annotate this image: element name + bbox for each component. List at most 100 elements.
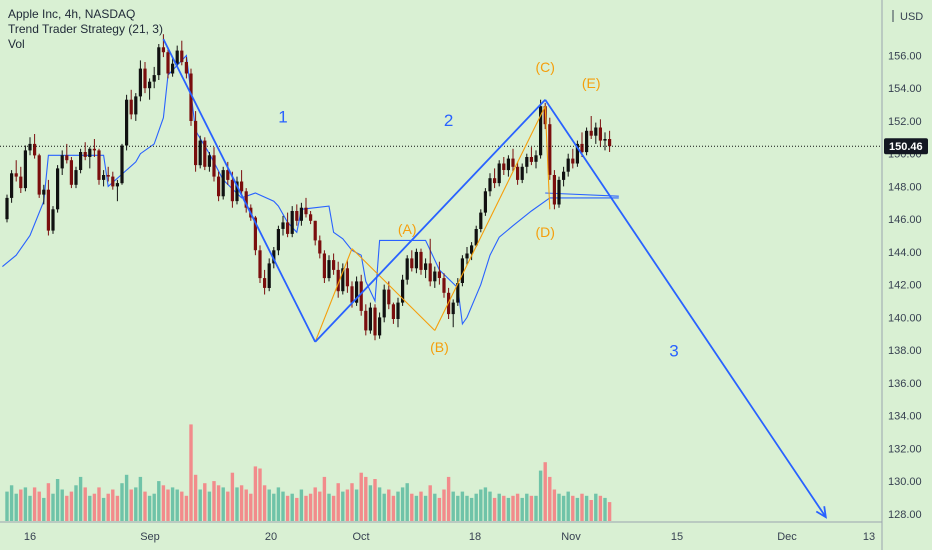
volume-bar [433,493,437,521]
candle-body [428,263,432,282]
candle-body [161,47,165,53]
volume-bar [313,487,317,521]
wave-label: 3 [669,342,678,361]
volume-bar [175,489,179,521]
candle-body [166,52,170,74]
volume-bar [143,491,147,521]
volume-bar [120,483,124,521]
volume-bar [483,487,488,521]
candle-body [332,260,336,270]
candle-body [322,253,326,279]
trailing-stop-line [2,54,619,326]
volume-bar [216,485,221,521]
candle-body [391,304,395,319]
candle-body [571,158,575,164]
volume-bar [520,497,524,521]
volume-bar [456,495,460,521]
volume-bar [534,495,538,521]
last-price-tag [884,138,928,155]
volume-bar [19,489,23,521]
candle-body [345,268,349,287]
volume-bar [46,483,51,521]
volume-bar [281,491,285,521]
candle-body [19,176,23,189]
y-tick-label: 142.00 [888,280,922,292]
volume-bar [69,491,74,521]
candle-body [433,271,437,282]
volume-bar [354,489,359,521]
volume-bar [396,491,400,521]
volume-bar [488,491,492,521]
volume-bar [561,495,566,521]
candle-body [442,278,446,293]
y-tick-label: 154.00 [888,83,922,95]
candle-body [221,170,225,197]
volume-bar [230,472,235,521]
candle-body [575,143,579,164]
volume-bar [267,489,271,521]
volume-bar [134,487,138,521]
volume-bar [203,483,207,521]
volume-bar [598,495,603,521]
volume-bar [83,487,87,521]
candle-body [525,157,529,167]
volume-bar [469,497,474,521]
candle-body [88,148,92,157]
volume-bar [239,485,244,521]
volume-bar [327,493,331,521]
y-tick-label: 130.00 [888,476,922,488]
impulse-3-line [544,99,827,518]
candle-body [534,155,538,162]
candle-body [276,229,280,251]
volume-bar [189,424,193,521]
candle-body [217,176,221,197]
candle-body [134,96,138,115]
candle-body [327,260,331,279]
candle-body [83,152,87,157]
volume-bar [308,493,313,521]
candle-body [157,47,161,76]
volume-bar [368,485,373,521]
volume-bar [511,495,515,521]
y-tick-label: 128.00 [888,509,922,521]
x-tick-label: Sep [140,531,160,543]
x-tick-label: 18 [469,531,481,543]
candle-body [175,50,179,64]
candle-body [253,217,257,251]
volume-bar [529,495,534,521]
volume-bar [207,491,212,521]
volume-bar [400,487,405,521]
y-tick-label: 144.00 [888,247,922,259]
candle-body [125,99,129,146]
volume-bar [235,487,239,521]
y-tick-label: 146.00 [888,214,922,226]
candle-body [267,263,271,288]
volume-bar [262,485,267,521]
candle-body [5,197,9,220]
candle-body [456,283,460,303]
volume-bar [557,493,561,521]
volume-bar [5,491,9,521]
candle-body [295,211,299,221]
candle-body [460,258,464,283]
candle-body [304,207,308,215]
wave-annotation: (C) [535,59,554,75]
candle-body [313,220,317,241]
y-tick-label: 148.00 [888,181,922,193]
candle-body [483,191,487,213]
candle-body [106,175,110,177]
candle-body [511,158,515,167]
volume-bar [566,491,570,521]
volume-bar [387,489,391,521]
candle-body [138,68,142,97]
volume-bar [92,493,97,521]
x-tick-label: Dec [777,531,797,543]
candle-body [309,214,313,221]
y-tick-label: 156.00 [888,51,922,63]
volume-bar [419,491,423,521]
candle-body [10,173,14,198]
volume-bar [571,495,575,521]
